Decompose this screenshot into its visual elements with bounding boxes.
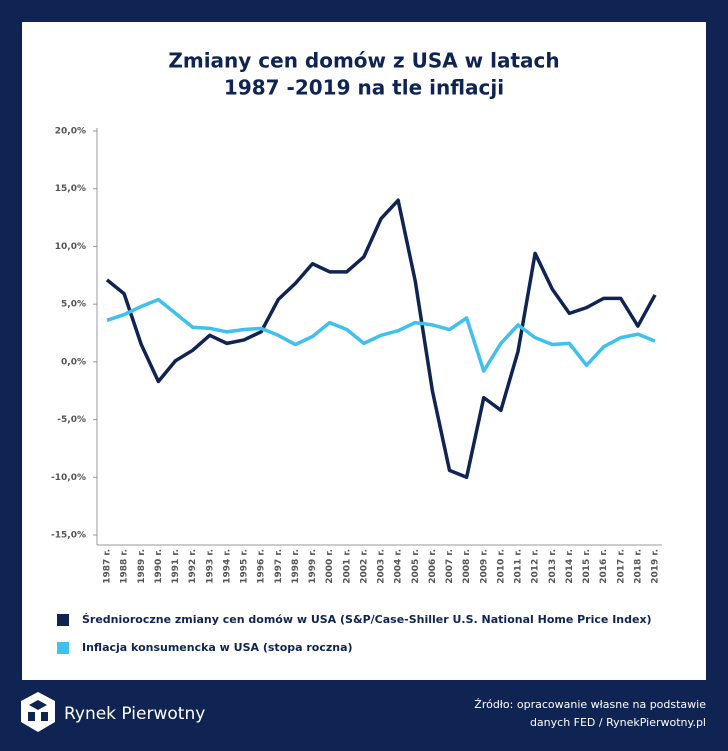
x-tick-label: 1987 r. [103, 549, 113, 584]
x-tick-label: 2014 r. [565, 549, 575, 584]
x-tick-label: 1992 r. [188, 549, 198, 584]
chart-title: 1987 -2019 na tle inflacji [224, 76, 504, 100]
x-tick-label: 1996 r. [257, 549, 267, 584]
y-tick-label: 10,0% [55, 242, 86, 252]
x-tick-label: 2019 r. [651, 549, 661, 584]
legend-label: Inflacja konsumencka w USA (stopa roczna… [82, 641, 353, 654]
x-tick-label: 1988 r. [120, 549, 130, 584]
x-tick-label: 1993 r. [205, 549, 215, 584]
legend-swatch [57, 614, 69, 626]
source: Źródło: opracowanie własne na podstawie [474, 698, 706, 711]
x-tick-label: 2013 r. [548, 549, 558, 584]
x-tick-label: 1997 r. [274, 549, 284, 584]
x-tick-label: 2002 r. [359, 549, 369, 584]
y-tick-label: 5,0% [61, 300, 86, 310]
y-tick-label: 15,0% [55, 184, 86, 194]
x-tick-label: 2016 r. [599, 549, 609, 584]
series-line [106, 297, 656, 373]
x-tick-label: 1999 r. [308, 549, 318, 584]
x-tick-label: 1991 r. [171, 549, 181, 584]
x-tick-label: 2006 r. [428, 549, 438, 584]
logo [21, 692, 55, 732]
y-tick-label: 20,0% [55, 127, 86, 137]
chart-title: Zmiany cen domów z USA w latach [168, 49, 559, 73]
legend-label: Średnioroczne zmiany cen domów w USA (S&… [82, 613, 652, 626]
x-tick-label: 2000 r. [325, 549, 335, 584]
source: danych FED / RynekPierwotny.pl [530, 716, 706, 729]
x-tick-label: 2017 r. [616, 549, 626, 584]
x-tick-label: 2008 r. [462, 549, 472, 584]
x-tick-label: 2003 r. [377, 549, 387, 584]
x-tick-label: 2010 r. [496, 549, 506, 584]
y-tick-label: -5,0% [57, 415, 86, 425]
x-tick-label: 2007 r. [445, 549, 455, 584]
x-tick-label: 2011 r. [514, 549, 524, 584]
x-tick-label: 2009 r. [479, 549, 489, 584]
x-tick-label: 2001 r. [342, 549, 352, 584]
x-tick-label: 2005 r. [411, 549, 421, 584]
y-tick-label: 0,0% [61, 357, 86, 367]
x-tick-label: 2004 r. [394, 549, 404, 584]
x-tick-label: 2015 r. [582, 549, 592, 584]
x-tick-label: 1990 r. [154, 549, 164, 584]
y-tick-label: -10,0% [51, 473, 86, 483]
series-line [105, 198, 657, 480]
panel [22, 22, 706, 680]
brand: Rynek Pierwotny [64, 704, 205, 724]
x-tick-label: 1995 r. [240, 549, 250, 584]
y-tick-label: -15,0% [51, 531, 86, 541]
x-tick-label: 2012 r. [531, 549, 541, 584]
x-tick-label: 2018 r. [633, 549, 643, 584]
x-tick-label: 1998 r. [291, 549, 301, 584]
x-tick-label: 1994 r. [222, 549, 232, 584]
x-tick-label: 1989 r. [137, 549, 147, 584]
legend-swatch [57, 642, 69, 654]
